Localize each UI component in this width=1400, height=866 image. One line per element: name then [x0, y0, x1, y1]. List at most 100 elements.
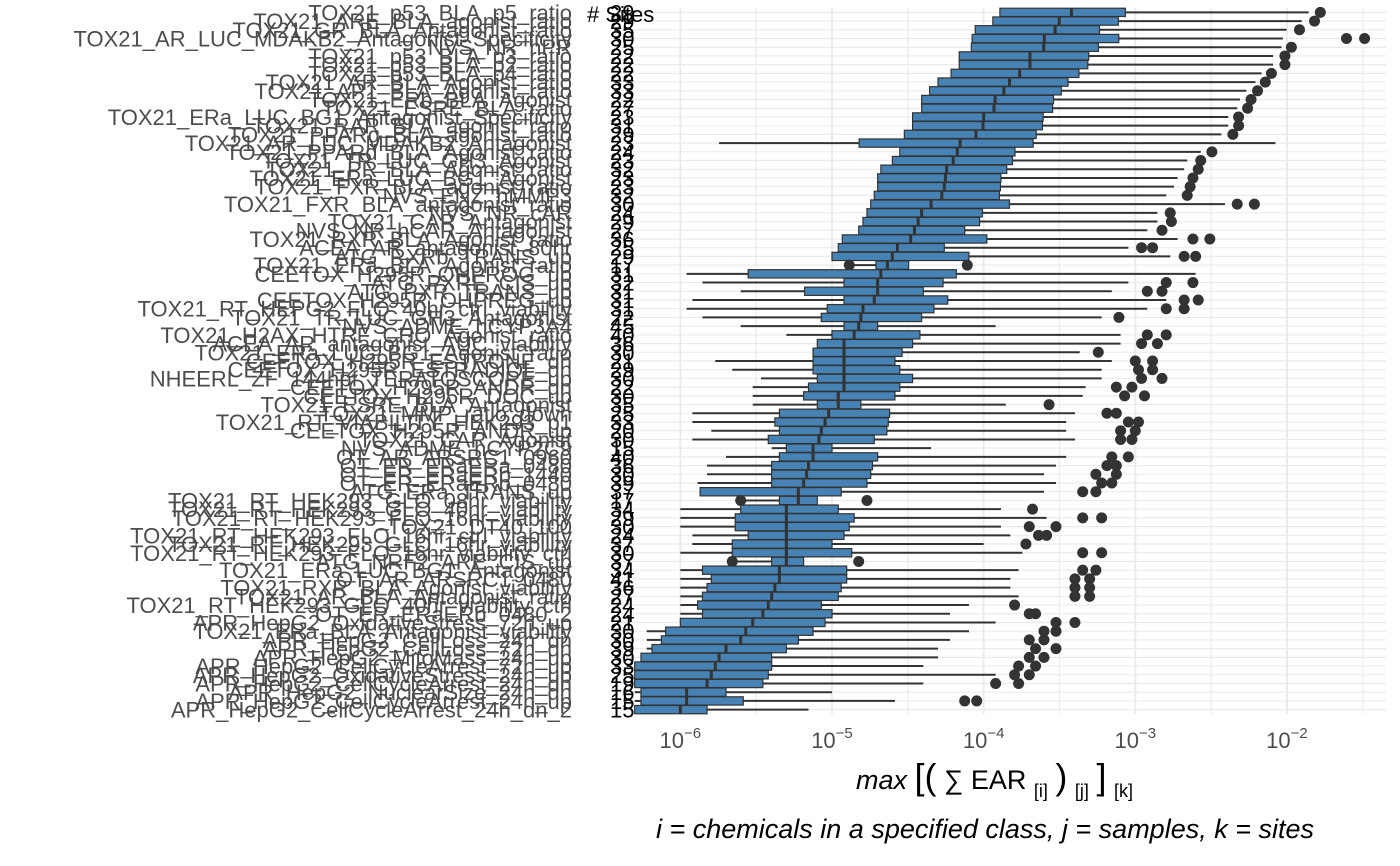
site-count: 25: [610, 663, 634, 688]
site-count: 27: [610, 96, 634, 121]
category-label: TOX21_GR_BLA_Antagonist_ratio: [232, 18, 572, 43]
box-iqr: [747, 269, 957, 279]
category-label: NVS_NR_hCAR_Antagonist: [296, 218, 572, 243]
category-label: NVS_ADME_hCYP2C9: [341, 436, 572, 461]
box-item: [837, 242, 1159, 254]
outlier-point: [735, 494, 747, 506]
category-label: NVS_ADME_hCYP3A4: [342, 314, 572, 339]
box-iqr: [843, 277, 944, 288]
outlier-point: [1192, 294, 1204, 306]
box-iqr: [831, 330, 921, 340]
outlier-point: [1101, 460, 1113, 472]
outlier-point: [1023, 634, 1035, 646]
box-item: [911, 120, 1245, 132]
outlier-point: [1248, 198, 1260, 210]
site-count: 29: [610, 122, 634, 147]
box-item: [752, 381, 1138, 393]
category-label: TOX21_RT_HEK293_FLO_16hr_ctrl_viability: [130, 523, 572, 548]
box-iqr: [767, 434, 875, 445]
box-item: [719, 138, 1276, 148]
box-iqr: [816, 373, 914, 384]
category-label: TOX21_RT_HEK293_FLO_16hr_viability: [172, 506, 572, 531]
outlier-point: [726, 555, 738, 567]
outlier-point: [1314, 6, 1326, 18]
x-tick-label: 10−4: [963, 725, 1005, 753]
site-count: 30: [610, 541, 634, 566]
box-iqr: [734, 513, 855, 523]
outlier-point: [861, 494, 873, 506]
category-label: TOX21_p53_BLA_p4_ratio: [308, 61, 572, 86]
category-label: TOX21_ERa_LUC_BG1_Agonist: [250, 166, 572, 191]
site-count: 24: [610, 602, 634, 627]
outlier-point: [1141, 329, 1153, 341]
box-item: [699, 486, 1102, 498]
x-title-ear: EAR: [971, 765, 1027, 795]
outlier-point: [1187, 233, 1199, 245]
category-label: ACEA_AR_antagonist_AUC_viability: [212, 332, 572, 357]
category-label: TOX21_RAR_BLA_agonist_ratio: [252, 114, 572, 139]
site-count: 30: [610, 619, 634, 644]
outlier-point: [1279, 50, 1291, 62]
outlier-point: [1030, 643, 1042, 655]
box-item: [958, 59, 1291, 71]
outlier-point: [1340, 33, 1352, 45]
category-label: TOX21_TR_LUC_GH3_Antagonist: [231, 305, 572, 330]
site-count: 21: [610, 610, 634, 635]
box-item: [921, 94, 1257, 106]
box-iqr: [958, 59, 1089, 70]
box-iqr: [634, 670, 769, 680]
site-count: 23: [610, 105, 634, 130]
box-item: [786, 329, 1172, 341]
category-label: OT_ER_ERaERa_0480: [340, 454, 572, 479]
box-iqr: [812, 347, 903, 358]
box-item: [707, 460, 1122, 472]
outlier-point: [1147, 242, 1159, 254]
box-iqr: [734, 521, 850, 532]
category-label: TOX21_RT_HEK293_GLO_40hr_viability_ctrl: [126, 593, 572, 618]
box-iqr: [812, 364, 901, 375]
category-label: APR_HepG2_OxidativeStress_72h_up: [193, 610, 572, 635]
category-label: TOX21_RT_VIABILITY_HEK293_p1: [216, 410, 572, 435]
site-count: 16: [610, 680, 634, 705]
category-label: APR_HepG2_CellCycleArrest_72h_up: [195, 654, 572, 679]
outlier-point: [1084, 590, 1096, 602]
outlier-point: [1110, 407, 1122, 419]
outlier-point: [1038, 651, 1050, 663]
outlier-point: [1110, 468, 1122, 480]
category-label: NHEERL_ZF_144hpf_TERATOSCORE_up: [150, 366, 572, 391]
box-iqr: [826, 303, 935, 314]
box-item: [877, 172, 1199, 184]
box-item: [634, 687, 832, 697]
site-count: 32: [610, 157, 634, 182]
box-iqr: [877, 173, 1002, 183]
site-count: 15: [610, 689, 634, 714]
outlier-point: [1187, 277, 1199, 289]
box-item: [891, 155, 1207, 167]
x-title-open: [(: [915, 756, 937, 797]
box-iqr: [911, 112, 1044, 122]
outlier-point: [1009, 599, 1021, 611]
site-count: 25: [610, 401, 634, 426]
box-iqr: [785, 443, 833, 453]
site-count: 45: [610, 314, 634, 339]
box-item: [680, 590, 1096, 602]
box-item: [877, 181, 1196, 193]
outlier-point: [961, 259, 973, 271]
category-label: TOX21_p53_BLA_p2_ratio: [308, 53, 572, 78]
category-label: TOX21_ERb_BLA_Agonist: [308, 88, 572, 113]
outlier-point: [1178, 250, 1190, 262]
site-count: 40: [610, 445, 634, 470]
outlier-point: [1233, 111, 1245, 123]
outlier-point: [1077, 564, 1089, 576]
outlier-point: [1160, 329, 1172, 341]
box-item: [873, 189, 1193, 201]
box-iqr: [820, 312, 923, 323]
box-iqr: [697, 600, 822, 610]
category-label: ACEA_AR_antagonist_80hr: [299, 236, 572, 261]
site-count: 29: [610, 9, 634, 34]
outlier-point: [1069, 616, 1081, 628]
box-iqr: [858, 138, 1034, 148]
outlier-point: [1156, 285, 1168, 297]
category-label: TOX21_AR_LUC_MDAKB2_Antagonist: [185, 131, 572, 156]
site-count: 33: [610, 70, 634, 95]
